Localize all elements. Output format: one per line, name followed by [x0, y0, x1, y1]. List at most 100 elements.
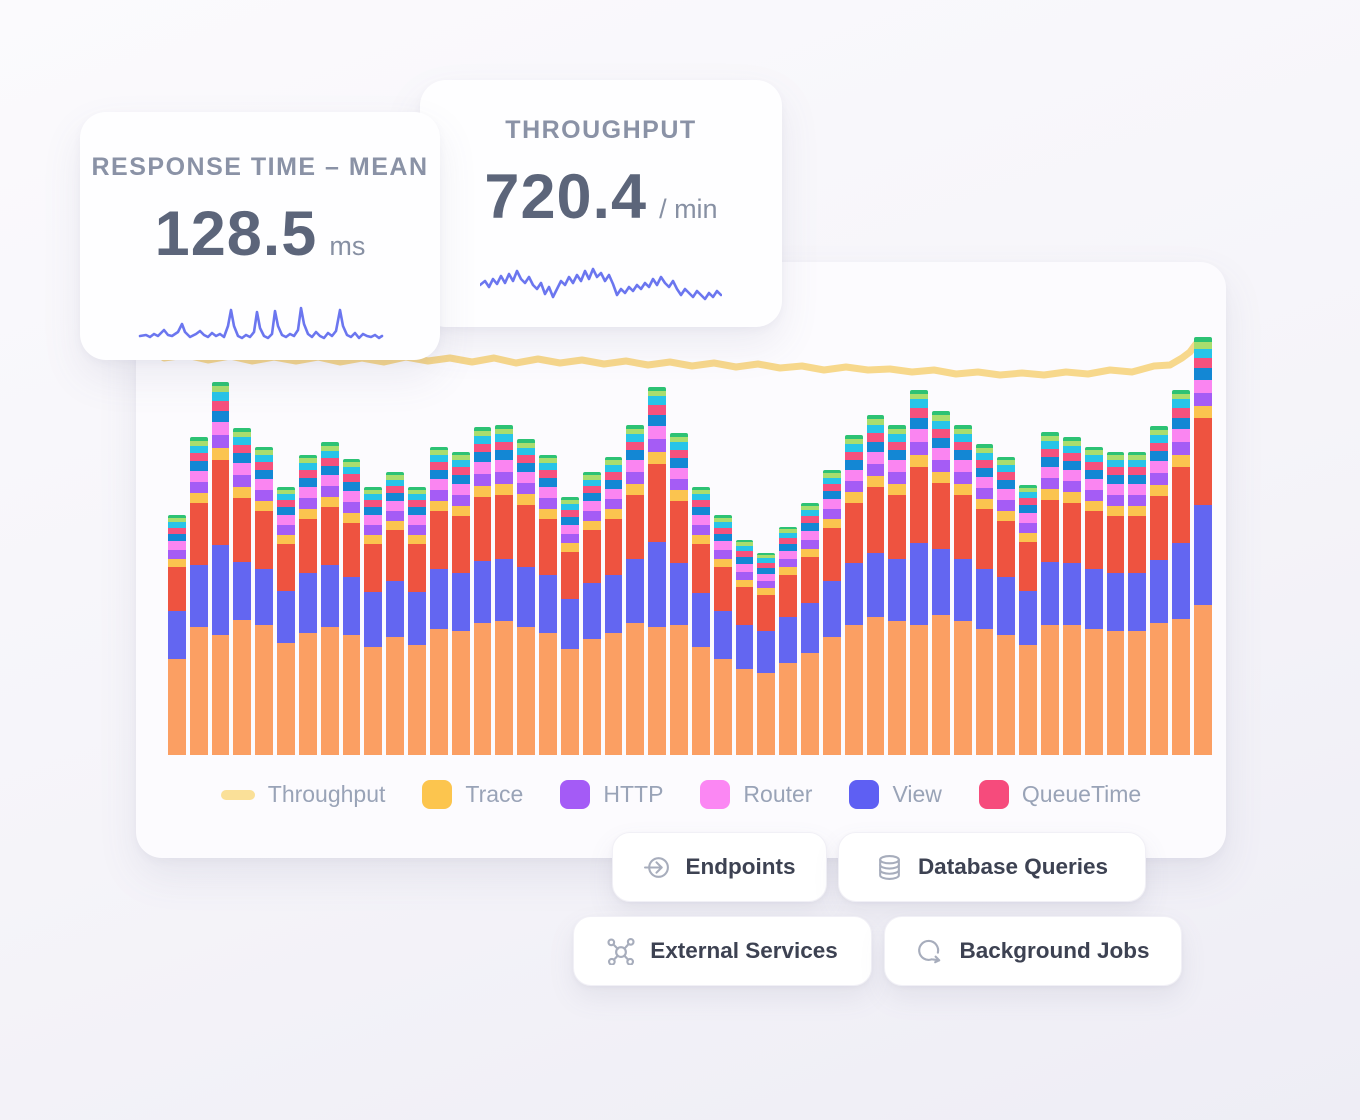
database-queries-button[interactable]: Database Queries [838, 832, 1146, 902]
bar-segment-green [582, 472, 601, 475]
bar-segment-lime [582, 475, 601, 480]
bar-segment-Router [910, 429, 928, 442]
bar-segment-QueueTime [626, 442, 645, 450]
bar-segment-cyan [1084, 455, 1103, 462]
bar-segment-orange-base [211, 635, 230, 755]
external-services-button[interactable]: External Services [573, 916, 872, 986]
endpoints-button[interactable]: Endpoints [612, 832, 827, 902]
bar-segment-orange-base [953, 621, 972, 755]
bar-segment-Router [473, 462, 492, 474]
bar-segment-QueueTime [648, 405, 667, 415]
legend-label: HTTP [603, 781, 664, 807]
legend-label: Trace [465, 781, 524, 807]
stacked-bar [953, 425, 972, 755]
throughput-sparkline [480, 267, 722, 301]
bar-segment-blue [713, 534, 732, 541]
bar-segment-Router [189, 471, 208, 482]
bar-segment-QueueTime [255, 462, 274, 470]
bar-segment-lime [604, 460, 623, 465]
stacked-bar [211, 382, 230, 755]
bar-segment-Router [604, 489, 623, 499]
legend-swatch-http [560, 780, 591, 809]
bar-segment-View [997, 577, 1016, 635]
bar-segment-QueueTime [233, 445, 252, 453]
legend-swatch-throughput [220, 789, 255, 800]
response-time-unit: ms [329, 231, 366, 261]
background-jobs-button[interactable]: Background Jobs [884, 916, 1182, 986]
bar-segment-green [1062, 437, 1081, 441]
bar-segment-red [670, 501, 688, 563]
bar-segment-Trace [735, 580, 754, 587]
bar-segment-red [1019, 542, 1038, 591]
bar-segment-cyan [189, 446, 208, 453]
bar-segment-QueueTime [953, 442, 972, 450]
bar-segment-orange-base [451, 631, 470, 755]
bar-segment-Router [495, 460, 514, 472]
bar-segment-Router [320, 475, 339, 486]
bar-segment-Trace [757, 588, 776, 595]
bar-segment-green [211, 382, 230, 386]
bar-segment-red [539, 519, 557, 575]
bar-segment-QueueTime [1041, 449, 1059, 457]
bar-segment-orange-base [320, 627, 339, 755]
bar-segment-orange-base [1106, 631, 1125, 755]
bar-segment-cyan [1019, 492, 1038, 498]
bar-segment-orange-base [801, 653, 819, 755]
bar-segment-Router [429, 479, 448, 490]
bar-segment-orange-base [713, 659, 732, 755]
bar-segment-green [495, 425, 514, 429]
bar-segment-blue [691, 507, 710, 515]
bar-segment-cyan [168, 522, 186, 528]
legend-label: Router [743, 781, 813, 807]
bar-segment-lime [1062, 441, 1081, 446]
bar-segment-cyan [539, 463, 557, 470]
bar-segment-HTTP [364, 525, 383, 535]
stacked-bar [1193, 337, 1212, 755]
bar-segment-View [517, 567, 536, 627]
legend-item-router[interactable]: Router [700, 780, 812, 809]
bar-segment-View [473, 561, 492, 623]
legend-swatch-view [849, 780, 880, 809]
bar-segment-QueueTime [866, 433, 885, 442]
bar-segment-View [931, 549, 950, 615]
bar-segment-orange-base [408, 645, 426, 755]
stacked-bar [342, 459, 361, 755]
bar-segment-green [364, 487, 383, 490]
bar-segment-blue [560, 517, 579, 525]
bar-segment-lime [560, 500, 579, 504]
bar-segment-orange-base [342, 635, 361, 755]
legend-item-http[interactable]: HTTP [560, 780, 663, 809]
bar-segment-View [670, 563, 688, 625]
bar-segment-cyan [1150, 435, 1169, 443]
bar-segment-green [517, 439, 536, 443]
legend-item-throughput[interactable]: Throughput [220, 781, 385, 808]
bar-segment-Router [233, 463, 252, 475]
stacked-bar [910, 390, 928, 755]
bar-segment-red [931, 483, 950, 549]
bar-segment-red [648, 464, 667, 542]
bar-segment-View [451, 573, 470, 631]
bar-segment-lime [997, 460, 1016, 465]
bar-segment-QueueTime [735, 551, 754, 557]
bar-segment-cyan [451, 460, 470, 467]
bar-segment-View [364, 592, 383, 647]
bar-segment-red [364, 544, 383, 592]
bar-segment-red [168, 567, 186, 611]
legend-item-queuetime[interactable]: QueueTime [978, 780, 1141, 809]
bar-segment-blue [1106, 475, 1125, 484]
bar-segment-green [713, 515, 732, 518]
legend-item-view[interactable]: View [849, 780, 942, 809]
bar-segment-View [1062, 563, 1081, 625]
bar-segment-lime [277, 490, 295, 494]
bar-segment-green [888, 425, 907, 429]
bar-segment-View [1150, 560, 1169, 623]
bar-segment-cyan [1106, 460, 1125, 467]
bar-segment-blue [735, 557, 754, 564]
legend-item-trace[interactable]: Trace [422, 780, 523, 809]
bar-segment-Trace [517, 494, 536, 505]
bar-segment-green [408, 487, 426, 490]
bar-segment-cyan [1172, 399, 1190, 408]
response-time-value: 128.5 [154, 199, 318, 269]
bar-segment-HTTP [713, 550, 732, 559]
bar-segment-green [1041, 432, 1059, 436]
